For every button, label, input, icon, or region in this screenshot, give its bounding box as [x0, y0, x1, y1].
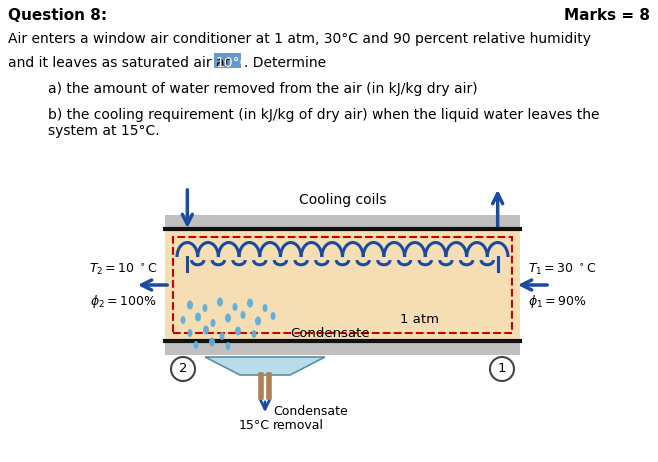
Text: b) the cooling requirement (in kJ/kg of dry air) when the liquid water leaves th: b) the cooling requirement (in kJ/kg of …	[48, 108, 599, 122]
Text: removal: removal	[273, 419, 324, 432]
Ellipse shape	[217, 298, 223, 306]
Bar	[165, 215, 520, 229]
Ellipse shape	[220, 332, 224, 340]
Circle shape	[490, 357, 514, 381]
Bar	[165, 229, 520, 341]
Ellipse shape	[188, 329, 193, 337]
Text: and it leaves as saturated air at: and it leaves as saturated air at	[8, 56, 234, 70]
Ellipse shape	[195, 312, 201, 322]
Ellipse shape	[251, 330, 257, 338]
Text: $T_2 = 10\ ^\circ$C: $T_2 = 10\ ^\circ$C	[89, 262, 157, 277]
Ellipse shape	[209, 338, 215, 346]
Text: Air enters a window air conditioner at 1 atm, 30°C and 90 percent relative humid: Air enters a window air conditioner at 1…	[8, 32, 591, 46]
Text: Marks = 8: Marks = 8	[564, 8, 650, 23]
Ellipse shape	[270, 312, 276, 320]
Ellipse shape	[241, 311, 245, 319]
Text: $\phi_2 = 100\%$: $\phi_2 = 100\%$	[90, 293, 157, 310]
Ellipse shape	[187, 300, 193, 310]
Ellipse shape	[203, 326, 209, 334]
Text: 2: 2	[179, 363, 188, 376]
Ellipse shape	[225, 314, 231, 322]
Text: Cooling coils: Cooling coils	[299, 193, 386, 207]
Bar	[173, 237, 512, 333]
Ellipse shape	[193, 341, 199, 349]
Text: Condensate: Condensate	[273, 405, 347, 418]
Text: a) the amount of water removed from the air (in kJ/kg dry air): a) the amount of water removed from the …	[48, 82, 478, 96]
Ellipse shape	[226, 342, 230, 350]
Polygon shape	[205, 357, 325, 375]
Ellipse shape	[263, 304, 268, 312]
Bar	[214, 53, 241, 68]
Text: $T_1 = 30\ ^\circ$C: $T_1 = 30\ ^\circ$C	[528, 262, 596, 277]
Text: $\phi_1 = 90\%$: $\phi_1 = 90\%$	[528, 293, 587, 310]
Ellipse shape	[211, 319, 216, 327]
Text: system at 15°C.: system at 15°C.	[48, 124, 160, 138]
Ellipse shape	[247, 298, 253, 308]
Text: 1 atm: 1 atm	[400, 313, 439, 326]
Text: Condensate: Condensate	[290, 327, 370, 340]
Text: 1: 1	[497, 363, 506, 376]
Text: . Determine: . Determine	[243, 56, 326, 70]
Ellipse shape	[255, 316, 261, 326]
Ellipse shape	[235, 327, 241, 335]
Text: 10°C: 10°C	[216, 56, 250, 70]
Text: 15°C: 15°C	[239, 419, 270, 432]
Text: Question 8:: Question 8:	[8, 8, 107, 23]
Ellipse shape	[232, 303, 238, 311]
Ellipse shape	[203, 304, 207, 312]
Circle shape	[171, 357, 195, 381]
Bar	[165, 341, 520, 355]
Ellipse shape	[180, 316, 186, 324]
